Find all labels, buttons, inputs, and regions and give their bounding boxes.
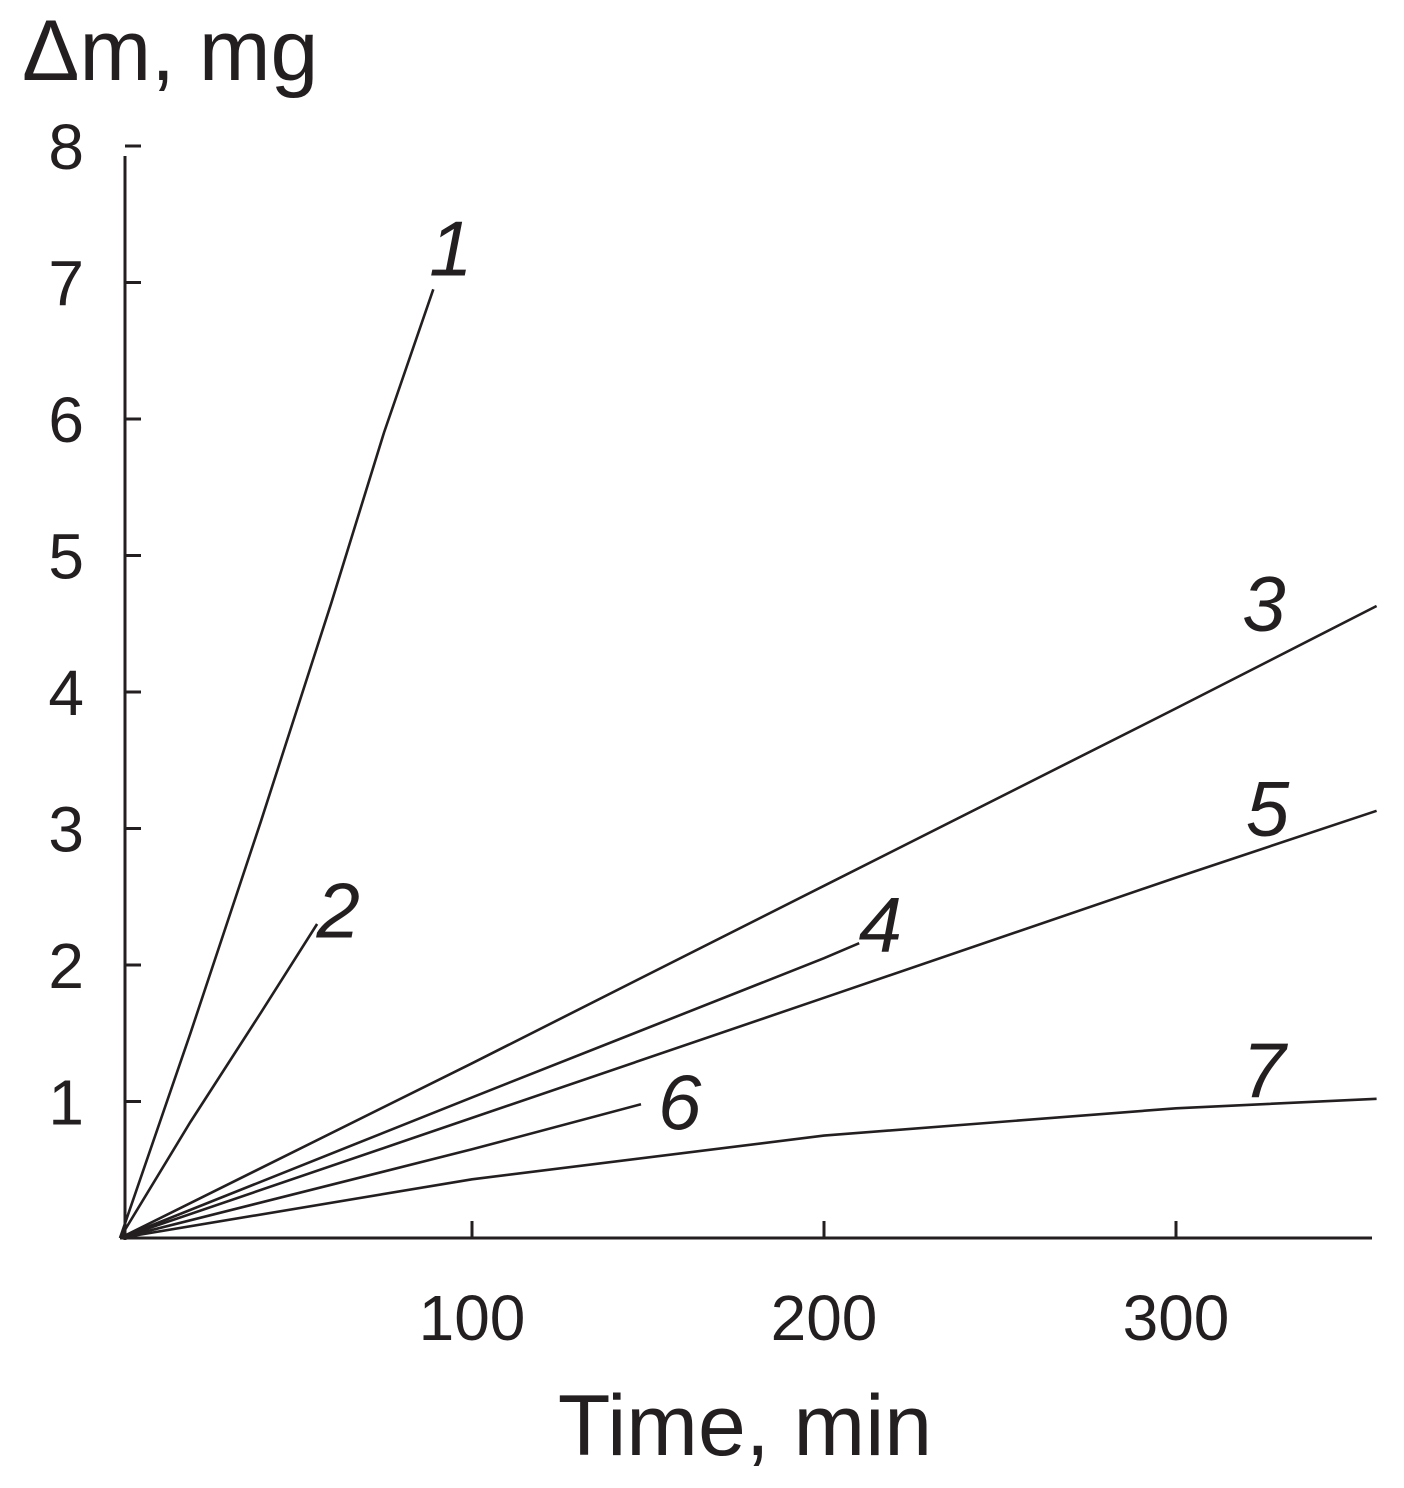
series-line-4	[119, 942, 860, 1240]
series-line-6	[119, 1102, 642, 1240]
series-line-2	[118, 923, 319, 1239]
y-tick-label: 7	[48, 248, 84, 320]
series-line-3	[119, 604, 1378, 1240]
x-tick-label: 200	[771, 1282, 878, 1354]
plot-area: 1 2 3 4 5 6 7 8 100 200 300 1 2 3 4 5 6 7	[48, 111, 1378, 1354]
series-label-2: 2	[316, 867, 360, 955]
series-line-7	[119, 1097, 1377, 1240]
series-label-3: 3	[1242, 560, 1285, 648]
y-tick-label: 5	[48, 521, 84, 593]
y-tick-label: 1	[48, 1067, 84, 1139]
x-axis-title: Time, min	[558, 1378, 932, 1474]
series-label-4: 4	[859, 880, 902, 968]
y-tick-label: 2	[48, 930, 84, 1002]
x-tick-label: 100	[419, 1282, 526, 1354]
y-tick-label: 6	[48, 384, 84, 456]
series-line-5	[119, 809, 1378, 1240]
y-tick-label: 8	[48, 111, 84, 183]
series-label-6: 6	[658, 1058, 702, 1146]
y-axis-title: Δm, mg	[22, 3, 318, 99]
series-label-1: 1	[429, 205, 472, 293]
x-tick-label: 300	[1123, 1282, 1230, 1354]
series-label-5: 5	[1246, 764, 1290, 852]
y-tick-label: 3	[48, 794, 84, 866]
series-label-7: 7	[1242, 1026, 1288, 1114]
series-line-1	[118, 288, 435, 1239]
y-tick-label: 4	[48, 657, 84, 729]
